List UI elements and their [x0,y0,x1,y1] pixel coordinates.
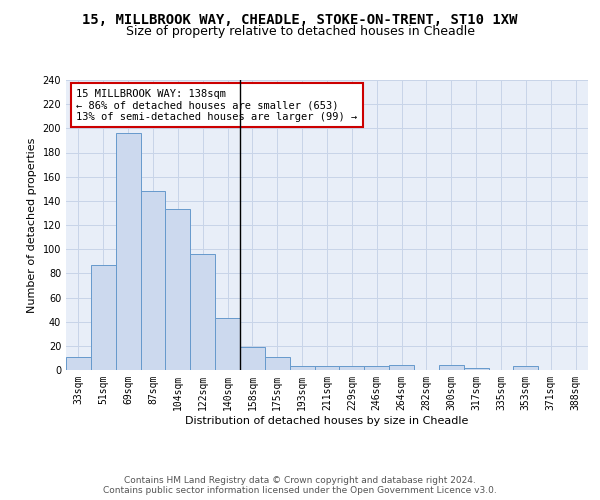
Bar [389,365,414,370]
Bar [140,191,166,370]
Bar [265,356,290,370]
Text: Contains HM Land Registry data © Crown copyright and database right 2024.
Contai: Contains HM Land Registry data © Crown c… [103,476,497,495]
Bar [166,210,190,370]
Bar [364,366,389,370]
Bar [91,265,116,370]
Bar [464,368,488,370]
Bar [66,356,91,370]
Bar [340,366,364,370]
Bar [290,366,314,370]
Text: Size of property relative to detached houses in Cheadle: Size of property relative to detached ho… [125,25,475,38]
X-axis label: Distribution of detached houses by size in Cheadle: Distribution of detached houses by size … [185,416,469,426]
Bar [240,347,265,370]
Bar [514,366,538,370]
Bar [190,254,215,370]
Y-axis label: Number of detached properties: Number of detached properties [27,138,37,312]
Bar [314,366,340,370]
Text: 15, MILLBROOK WAY, CHEADLE, STOKE-ON-TRENT, ST10 1XW: 15, MILLBROOK WAY, CHEADLE, STOKE-ON-TRE… [82,12,518,26]
Text: 15 MILLBROOK WAY: 138sqm
← 86% of detached houses are smaller (653)
13% of semi-: 15 MILLBROOK WAY: 138sqm ← 86% of detach… [76,88,358,122]
Bar [116,133,140,370]
Bar [439,365,464,370]
Bar [215,318,240,370]
